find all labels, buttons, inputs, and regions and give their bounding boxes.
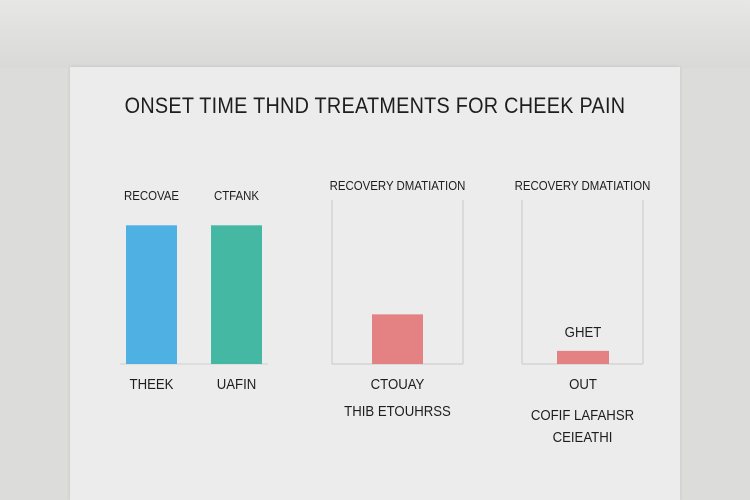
panel-title: RECOVERY DMATIATION (515, 178, 651, 193)
chart-title: ONSET TIME THND TREATMENTS FOR CHEEK PAI… (124, 93, 626, 118)
background (0, 0, 750, 68)
category-label: CTOUAY (371, 375, 425, 392)
category-label: UAFIN (217, 375, 257, 392)
bar (372, 314, 423, 364)
series-label: RECOVAE (124, 188, 179, 203)
bar (557, 350, 609, 364)
data-label: GHET (565, 323, 602, 340)
category-label: THEEK (130, 375, 174, 392)
category-sublabel: THIB ETOUHRSS (344, 402, 451, 419)
bar (211, 225, 262, 364)
series-label: CTFANK (214, 188, 260, 203)
category-sublabel: CEIEATHI (553, 428, 613, 445)
bar (126, 225, 177, 364)
category-sublabel: COFIF LAFAHSR (531, 406, 634, 423)
category-label: OUT (569, 375, 597, 392)
panel-title: RECOVERY DMATIATION (330, 178, 466, 193)
